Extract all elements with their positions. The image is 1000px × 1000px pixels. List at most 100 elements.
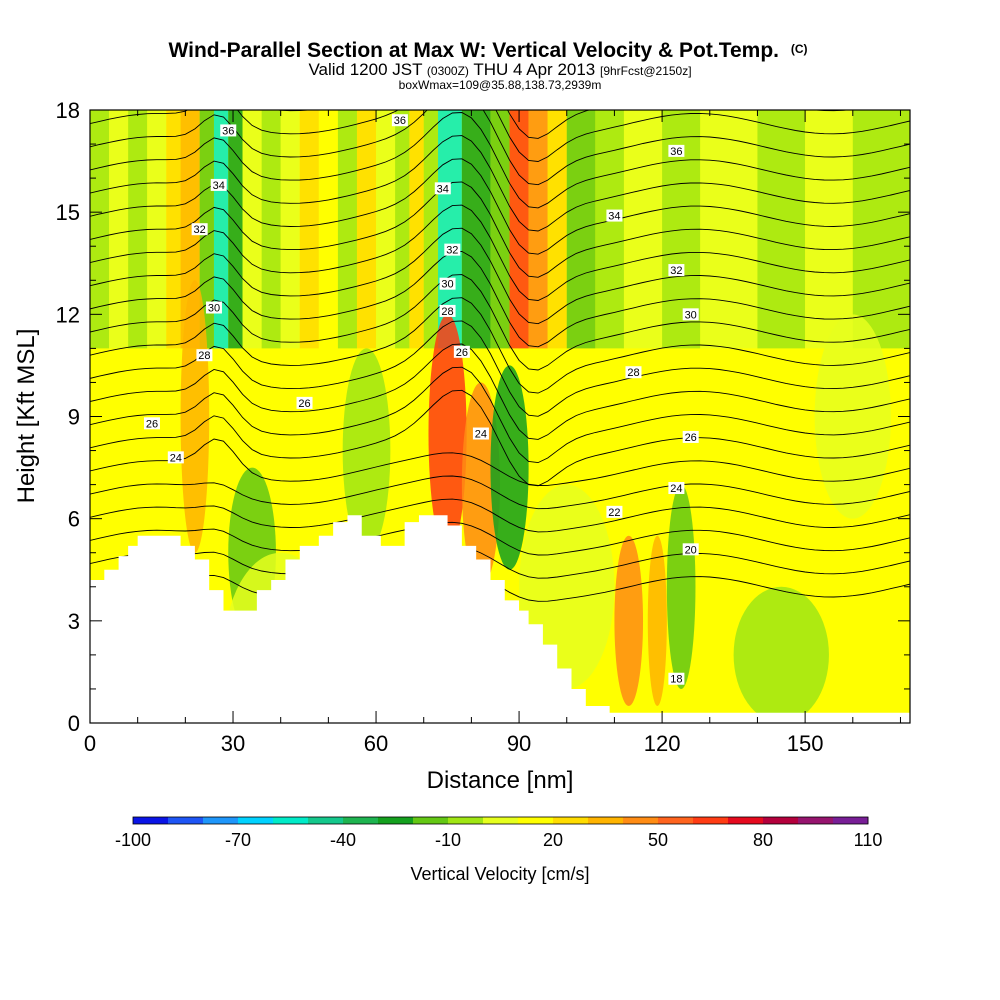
svg-text:36: 36 (670, 146, 682, 158)
velocity-band (213, 110, 229, 349)
colorbar-tick-label: -40 (330, 830, 356, 850)
velocity-cell (733, 586, 829, 723)
velocity-band (805, 110, 853, 349)
svg-text:36: 36 (222, 125, 234, 137)
plot-area (90, 110, 910, 723)
theta-contours (90, 110, 910, 602)
theta-contour-label: 34 (606, 209, 623, 223)
y-tick-label: 0 (68, 711, 80, 736)
x-tick-label: 30 (221, 731, 245, 756)
theta-contour-label: 20 (682, 543, 699, 556)
velocity-cell (700, 382, 777, 587)
svg-text:26: 26 (298, 398, 310, 410)
colorbar-swatch (763, 817, 799, 824)
colorbar-swatch (203, 817, 239, 824)
colorbar-swatch (448, 817, 484, 824)
colorbar-swatch (378, 817, 414, 824)
velocity-band (109, 110, 129, 349)
theta-contour-label: 26 (682, 430, 699, 444)
velocity-cell (614, 535, 644, 706)
velocity-band (757, 110, 806, 349)
theta-contour-label: 36 (668, 144, 685, 158)
theta-contour-label: 30 (439, 277, 456, 291)
y-tick-label: 6 (68, 507, 80, 532)
theta-contour-label: 32 (668, 264, 685, 277)
colorbar-swatch (623, 817, 659, 824)
colorbar-swatch (728, 817, 764, 824)
y-tick-label: 15 (56, 200, 80, 225)
theta-contour-label: 26 (296, 396, 313, 410)
colorbar-tick-label: 80 (753, 830, 773, 850)
svg-text:28: 28 (441, 306, 453, 318)
colorbar-tick-label: -10 (435, 830, 461, 850)
theta-contour-label: 30 (205, 301, 222, 315)
chart-subtitle: Valid 1200 JST (0300Z) THU 4 Apr 2013 [9… (308, 60, 691, 79)
colorbar-swatch (343, 817, 379, 824)
colorbar-swatch (658, 817, 694, 824)
colorbar-tick-label: -100 (115, 830, 151, 850)
theta-contour-line (90, 498, 910, 533)
theta-contour-line (90, 110, 910, 162)
theta-contour-label: 24 (668, 482, 685, 495)
velocity-band (90, 110, 110, 349)
y-tick-label: 9 (68, 405, 80, 430)
velocity-cell (180, 280, 210, 553)
x-tick-label: 150 (787, 731, 824, 756)
theta-contour-line (90, 544, 910, 579)
svg-text:32: 32 (194, 224, 206, 236)
velocity-cell (342, 348, 391, 553)
theta-contour-line (90, 227, 910, 325)
velocity-band (128, 110, 148, 349)
x-tick-label: 0 (84, 731, 96, 756)
velocity-band (280, 110, 300, 349)
velocity-band (395, 110, 410, 349)
y-axis-label: Height [Kft MSL] (13, 329, 40, 504)
theta-contour-label: 18 (668, 672, 685, 686)
velocity-band (337, 110, 357, 349)
theta-contour-label: 30 (682, 308, 699, 321)
svg-text:34: 34 (213, 180, 225, 192)
theta-contour-line (90, 297, 910, 394)
velocity-band (623, 110, 663, 349)
theta-contour-line (90, 521, 910, 556)
svg-text:34: 34 (437, 183, 449, 195)
theta-contour-line (90, 181, 910, 278)
velocity-band (242, 110, 262, 349)
velocity-cell (461, 382, 500, 587)
velocity-band (409, 110, 424, 349)
velocity-cell (814, 314, 891, 519)
theta-contour-line (90, 204, 910, 301)
theta-contour-label: 34 (434, 182, 451, 195)
theta-contour-line (90, 110, 910, 186)
velocity-cell (647, 535, 667, 706)
theta-contour-labels: 36 34 32 30 28 26 24 26 36 34 32 30 28 26 24 36 34 32 30 28… (143, 114, 699, 686)
svg-text:24: 24 (475, 429, 487, 441)
theta-contour-line (90, 389, 910, 487)
colorbar-swatch (798, 817, 834, 824)
theta-contour-line (90, 135, 910, 232)
velocity-band (595, 110, 624, 349)
svg-text:22: 22 (608, 507, 620, 519)
x-axis-label: Distance [nm] (427, 767, 574, 794)
svg-text:30: 30 (441, 279, 453, 291)
velocity-band (356, 110, 377, 349)
velocity-cell (490, 365, 529, 570)
velocity-band (566, 110, 596, 349)
colorbar-swatch (553, 817, 589, 824)
theta-contour-label: 26 (143, 417, 160, 430)
velocity-band (376, 110, 396, 349)
svg-text:24: 24 (670, 483, 682, 495)
colorbar-swatch (833, 817, 869, 824)
svg-text:30: 30 (208, 303, 220, 315)
colorbar-swatch (413, 817, 449, 824)
x-axis: 0 30 60 90 120 150 (84, 110, 901, 756)
velocity-band (261, 110, 281, 349)
svg-text:20: 20 (685, 544, 697, 556)
theta-contour-label: 26 (453, 345, 470, 359)
theta-contour-line (90, 250, 910, 348)
colorbar-swatch (483, 817, 519, 824)
svg-text:32: 32 (446, 245, 458, 257)
colorbar-tick-label: 110 (854, 830, 883, 850)
theta-contour-line (90, 320, 910, 417)
colorbar-tick-label: 50 (648, 830, 668, 850)
